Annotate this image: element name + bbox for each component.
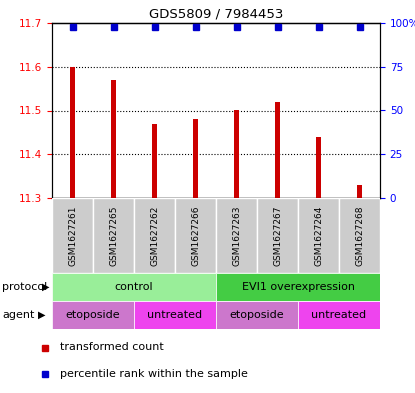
Text: GSM1627268: GSM1627268: [355, 205, 364, 266]
Text: etoposide: etoposide: [66, 310, 120, 320]
Text: GSM1627266: GSM1627266: [191, 205, 200, 266]
Bar: [257, 198, 298, 273]
Text: untreated: untreated: [311, 310, 366, 320]
Text: control: control: [115, 282, 153, 292]
Text: protocol: protocol: [2, 282, 47, 292]
Text: ▶: ▶: [38, 310, 46, 320]
Text: untreated: untreated: [147, 310, 203, 320]
Bar: [70, 67, 75, 198]
Bar: [52, 198, 93, 273]
Bar: [316, 137, 321, 198]
Bar: [193, 119, 198, 198]
Bar: [52, 301, 134, 329]
Text: GSM1627261: GSM1627261: [68, 205, 77, 266]
Bar: [357, 185, 362, 198]
Text: etoposide: etoposide: [229, 310, 284, 320]
Title: GDS5809 / 7984453: GDS5809 / 7984453: [149, 7, 283, 20]
Bar: [134, 198, 175, 273]
Text: GSM1627265: GSM1627265: [109, 205, 118, 266]
Bar: [275, 102, 280, 198]
Bar: [52, 273, 216, 301]
Text: GSM1627267: GSM1627267: [273, 205, 282, 266]
Text: ▶: ▶: [42, 282, 49, 292]
Text: agent: agent: [2, 310, 34, 320]
Bar: [298, 198, 339, 273]
Text: transformed count: transformed count: [60, 343, 164, 353]
Bar: [216, 198, 257, 273]
Text: percentile rank within the sample: percentile rank within the sample: [60, 369, 248, 379]
Bar: [93, 198, 134, 273]
Text: GSM1627262: GSM1627262: [150, 205, 159, 266]
Text: EVI1 overexpression: EVI1 overexpression: [242, 282, 354, 292]
Text: GSM1627263: GSM1627263: [232, 205, 241, 266]
Bar: [152, 124, 157, 198]
Bar: [234, 110, 239, 198]
Bar: [339, 198, 380, 273]
Bar: [175, 198, 216, 273]
Bar: [111, 80, 116, 198]
Text: GSM1627264: GSM1627264: [314, 205, 323, 266]
Bar: [134, 301, 216, 329]
Bar: [216, 301, 298, 329]
Bar: [298, 301, 380, 329]
Bar: [216, 273, 380, 301]
